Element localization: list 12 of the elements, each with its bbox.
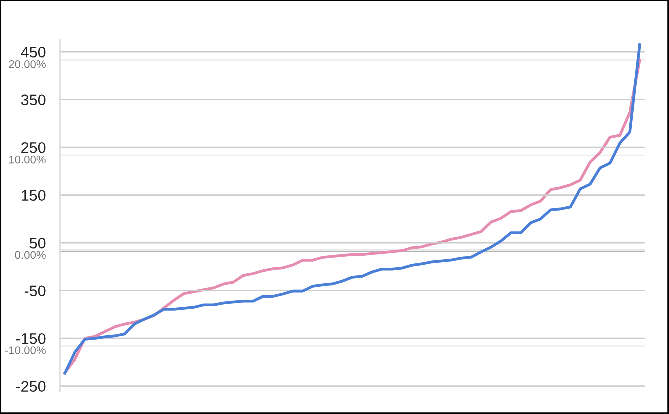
y-tick-label: 250 — [22, 142, 46, 154]
y2-tick-label: 10.00% — [9, 156, 46, 164]
y2-tick-label: 0.00% — [15, 251, 46, 260]
y-tick-label: -150 — [16, 333, 46, 344]
y-tick-label: -50 — [24, 286, 46, 297]
y-tick-label: 150 — [22, 190, 46, 202]
y-tick-label: 50 — [30, 238, 46, 249]
y2-tick-label: 20.00% — [9, 60, 46, 68]
y2-tick-label: -10.00% — [5, 346, 46, 354]
y-tick-label: 450 — [21, 46, 46, 58]
y-tick-label: -250 — [16, 381, 46, 392]
y-tick-label: 350 — [21, 94, 46, 106]
